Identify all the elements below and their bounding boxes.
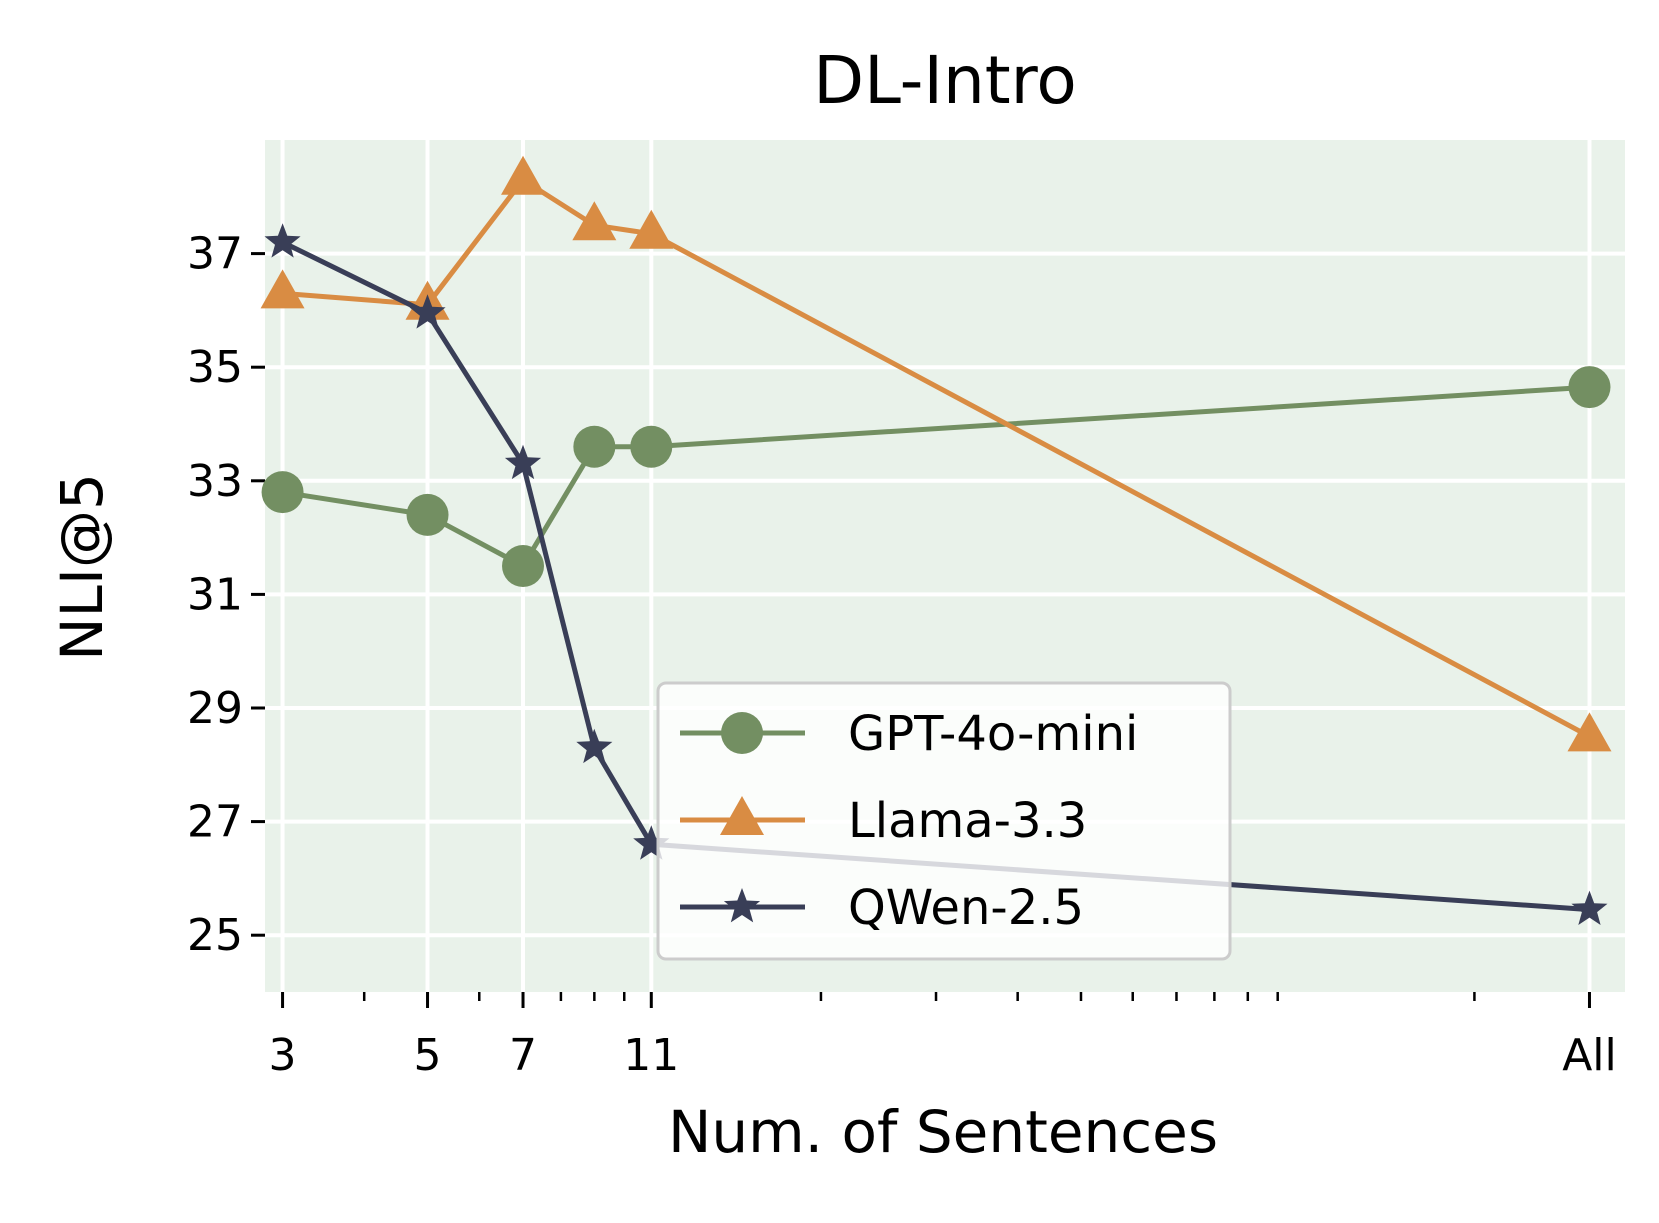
x-tick-label: 3 xyxy=(269,1030,297,1081)
legend-marker-qwen-2-5 xyxy=(723,888,761,923)
legend-box xyxy=(656,681,1232,961)
data-point-gpt-4o-mini xyxy=(261,471,304,514)
x-tick-label: 5 xyxy=(414,1030,442,1081)
x-tick-label: All xyxy=(1562,1030,1617,1081)
y-tick-label: 31 xyxy=(187,569,243,620)
data-point-gpt-4o-mini xyxy=(630,425,673,468)
y-tick-label: 37 xyxy=(187,229,243,280)
y-tick-label: 27 xyxy=(187,797,243,848)
legend: GPT-4o-mini Llama-3.3 QWen-2.5 xyxy=(656,681,1232,961)
legend-label-gpt-4o-mini: GPT-4o-mini xyxy=(848,706,1138,762)
legend-label-qwen-2-5: QWen-2.5 xyxy=(848,880,1084,936)
x-tick-label: 7 xyxy=(509,1030,537,1081)
data-point-llama-3-3 xyxy=(1567,712,1612,752)
y-tick-label: 29 xyxy=(187,683,243,734)
data-point-qwen-2-5 xyxy=(264,223,301,258)
y-tick-label: 35 xyxy=(187,342,243,393)
data-point-qwen-2-5 xyxy=(1571,890,1608,925)
data-point-gpt-4o-mini xyxy=(502,545,545,587)
legend-label-llama-3-3: Llama-3.3 xyxy=(848,793,1087,849)
data-point-qwen-2-5 xyxy=(409,294,446,329)
data-point-qwen-2-5 xyxy=(633,825,670,860)
data-point-qwen-2-5 xyxy=(576,728,613,764)
data-point-llama-3-3 xyxy=(260,269,305,309)
legend-marker-llama-3-3 xyxy=(720,796,764,835)
data-point-gpt-4o-mini xyxy=(573,425,616,468)
y-axis-label: NLI@5 xyxy=(48,473,116,661)
data-point-qwen-2-5 xyxy=(504,444,542,480)
y-tick-label: 25 xyxy=(187,910,243,961)
data-point-llama-3-3 xyxy=(629,209,674,249)
series-line-gpt-4o-mini xyxy=(282,384,1590,569)
data-point-llama-3-3 xyxy=(572,201,617,241)
data-point-gpt-4o-mini xyxy=(1568,366,1611,409)
data-point-gpt-4o-mini xyxy=(406,493,449,536)
legend-marker-gpt-4o-mini xyxy=(721,712,763,754)
chart-title: DL-Intro xyxy=(813,42,1076,119)
data-point-llama-3-3 xyxy=(501,155,546,195)
x-axis-label: Num. of Sentences xyxy=(668,1098,1218,1166)
y-tick-label: 33 xyxy=(187,456,243,507)
x-tick-label: 11 xyxy=(623,1030,679,1081)
